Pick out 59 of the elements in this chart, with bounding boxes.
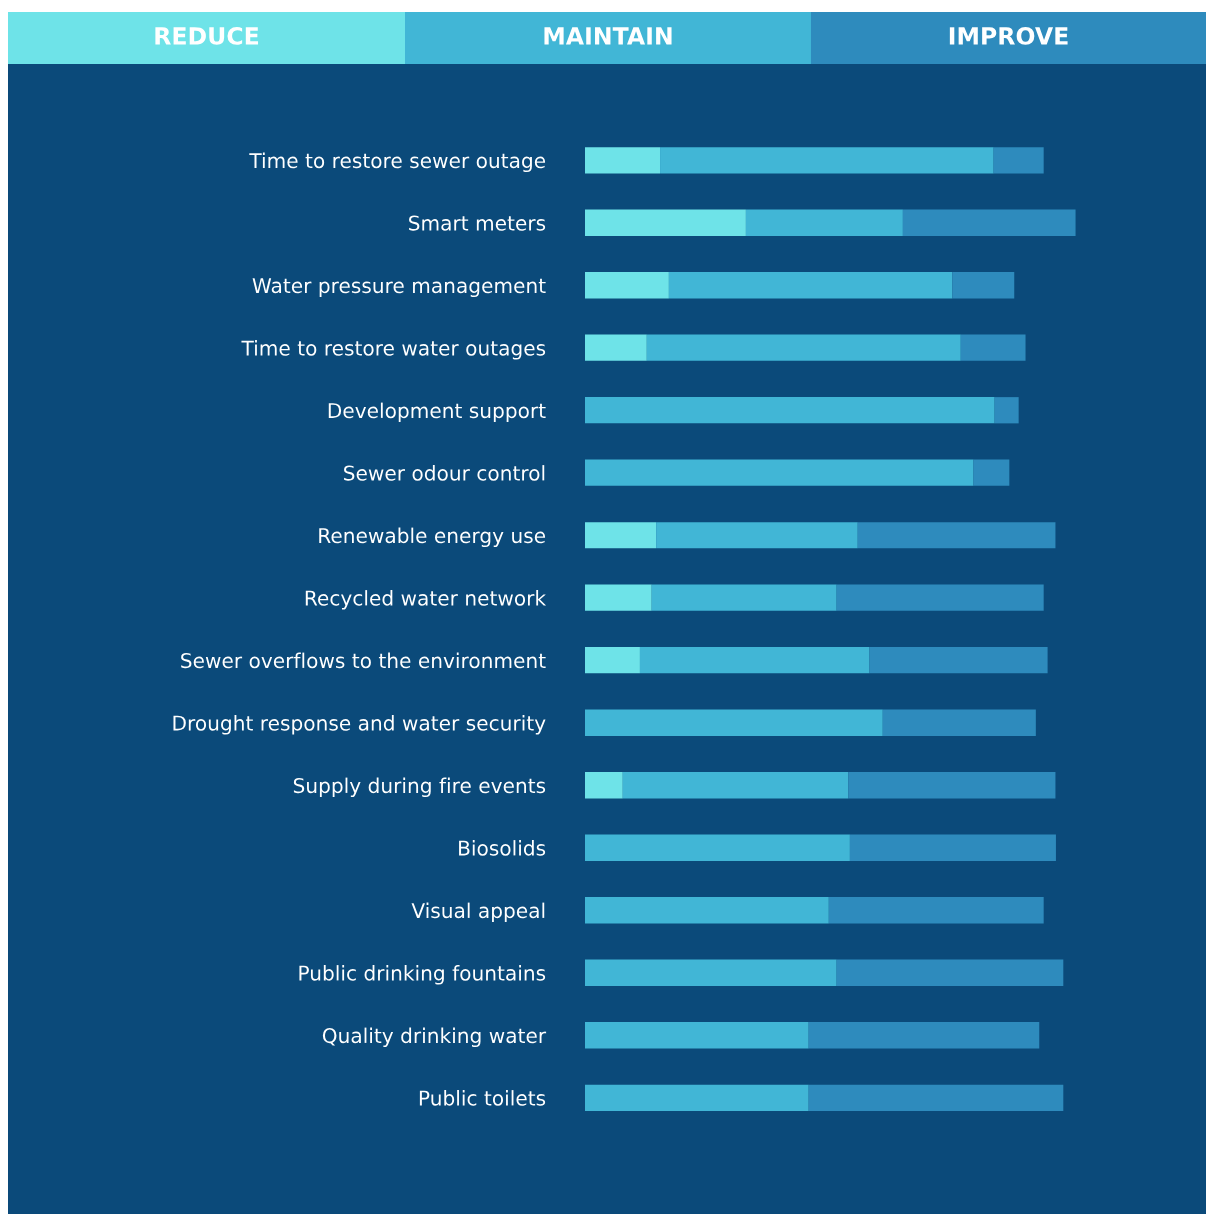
- bar: [808, 1084, 1064, 1111]
- bar: [745, 209, 903, 236]
- bar: [585, 147, 661, 174]
- bar: [639, 647, 870, 674]
- bar: [585, 397, 995, 424]
- bar: [651, 584, 837, 611]
- bar: [660, 147, 994, 174]
- bar: [585, 897, 829, 924]
- bar: [828, 897, 1044, 924]
- bar: [585, 647, 640, 674]
- bar: [585, 834, 850, 861]
- bar: [585, 334, 647, 361]
- y-tick-label: Sewer overflows to the environment: [181, 652, 546, 669]
- y-tick-label: Quality drinking water: [322, 1027, 547, 1048]
- text: IMPROVE: [949, 26, 1068, 45]
- bar: [993, 147, 1044, 174]
- text: REDUCE: [155, 26, 259, 45]
- bar: [585, 272, 669, 299]
- bar: [585, 959, 837, 986]
- bar: [849, 834, 1056, 861]
- bar: [836, 584, 1044, 611]
- bar: [585, 584, 652, 611]
- y-tick-label: Public toilets: [419, 1090, 546, 1106]
- y-tick-label: Development support: [328, 402, 546, 423]
- bar: [585, 772, 623, 799]
- bar: [973, 459, 1010, 486]
- bar: [585, 209, 746, 236]
- y-tick-label: Public drinking fountains: [299, 965, 546, 985]
- y-tick-label: Time to restore water outages: [241, 340, 546, 360]
- bar: [585, 522, 657, 549]
- bar: [848, 772, 1056, 799]
- text: MAINTAIN: [544, 27, 672, 45]
- bar: [646, 334, 961, 361]
- y-tick-label: Sewer odour control: [344, 465, 545, 481]
- y-tick-label: Recycled water network: [305, 590, 547, 610]
- bar: [882, 709, 1036, 736]
- bar: [668, 272, 953, 299]
- bar: [857, 522, 1056, 549]
- bar: [585, 709, 883, 736]
- y-tick-label: Supply during fire events: [293, 777, 546, 798]
- bar: [585, 459, 974, 486]
- bar: [622, 772, 849, 799]
- bar: [902, 209, 1076, 236]
- y-tick-label: Time to restore sewer outage: [249, 152, 546, 173]
- bar: [836, 959, 1064, 986]
- y-tick-label: Visual appeal: [411, 902, 545, 923]
- bar: [808, 1022, 1040, 1049]
- bar: [656, 522, 858, 549]
- bar: [952, 272, 1015, 299]
- bar: [960, 334, 1026, 361]
- bar: [994, 397, 1019, 424]
- bar: [869, 647, 1048, 674]
- y-tick-label: Biosolids: [459, 840, 546, 856]
- y-tick-label: Water pressure management: [252, 278, 546, 298]
- bar: [585, 1022, 809, 1049]
- y-tick-label: Renewable energy use: [319, 527, 546, 548]
- y-tick-label: Drought response and water security: [173, 715, 546, 735]
- bar: [585, 1084, 809, 1111]
- y-tick-label: Smart meters: [409, 215, 546, 231]
